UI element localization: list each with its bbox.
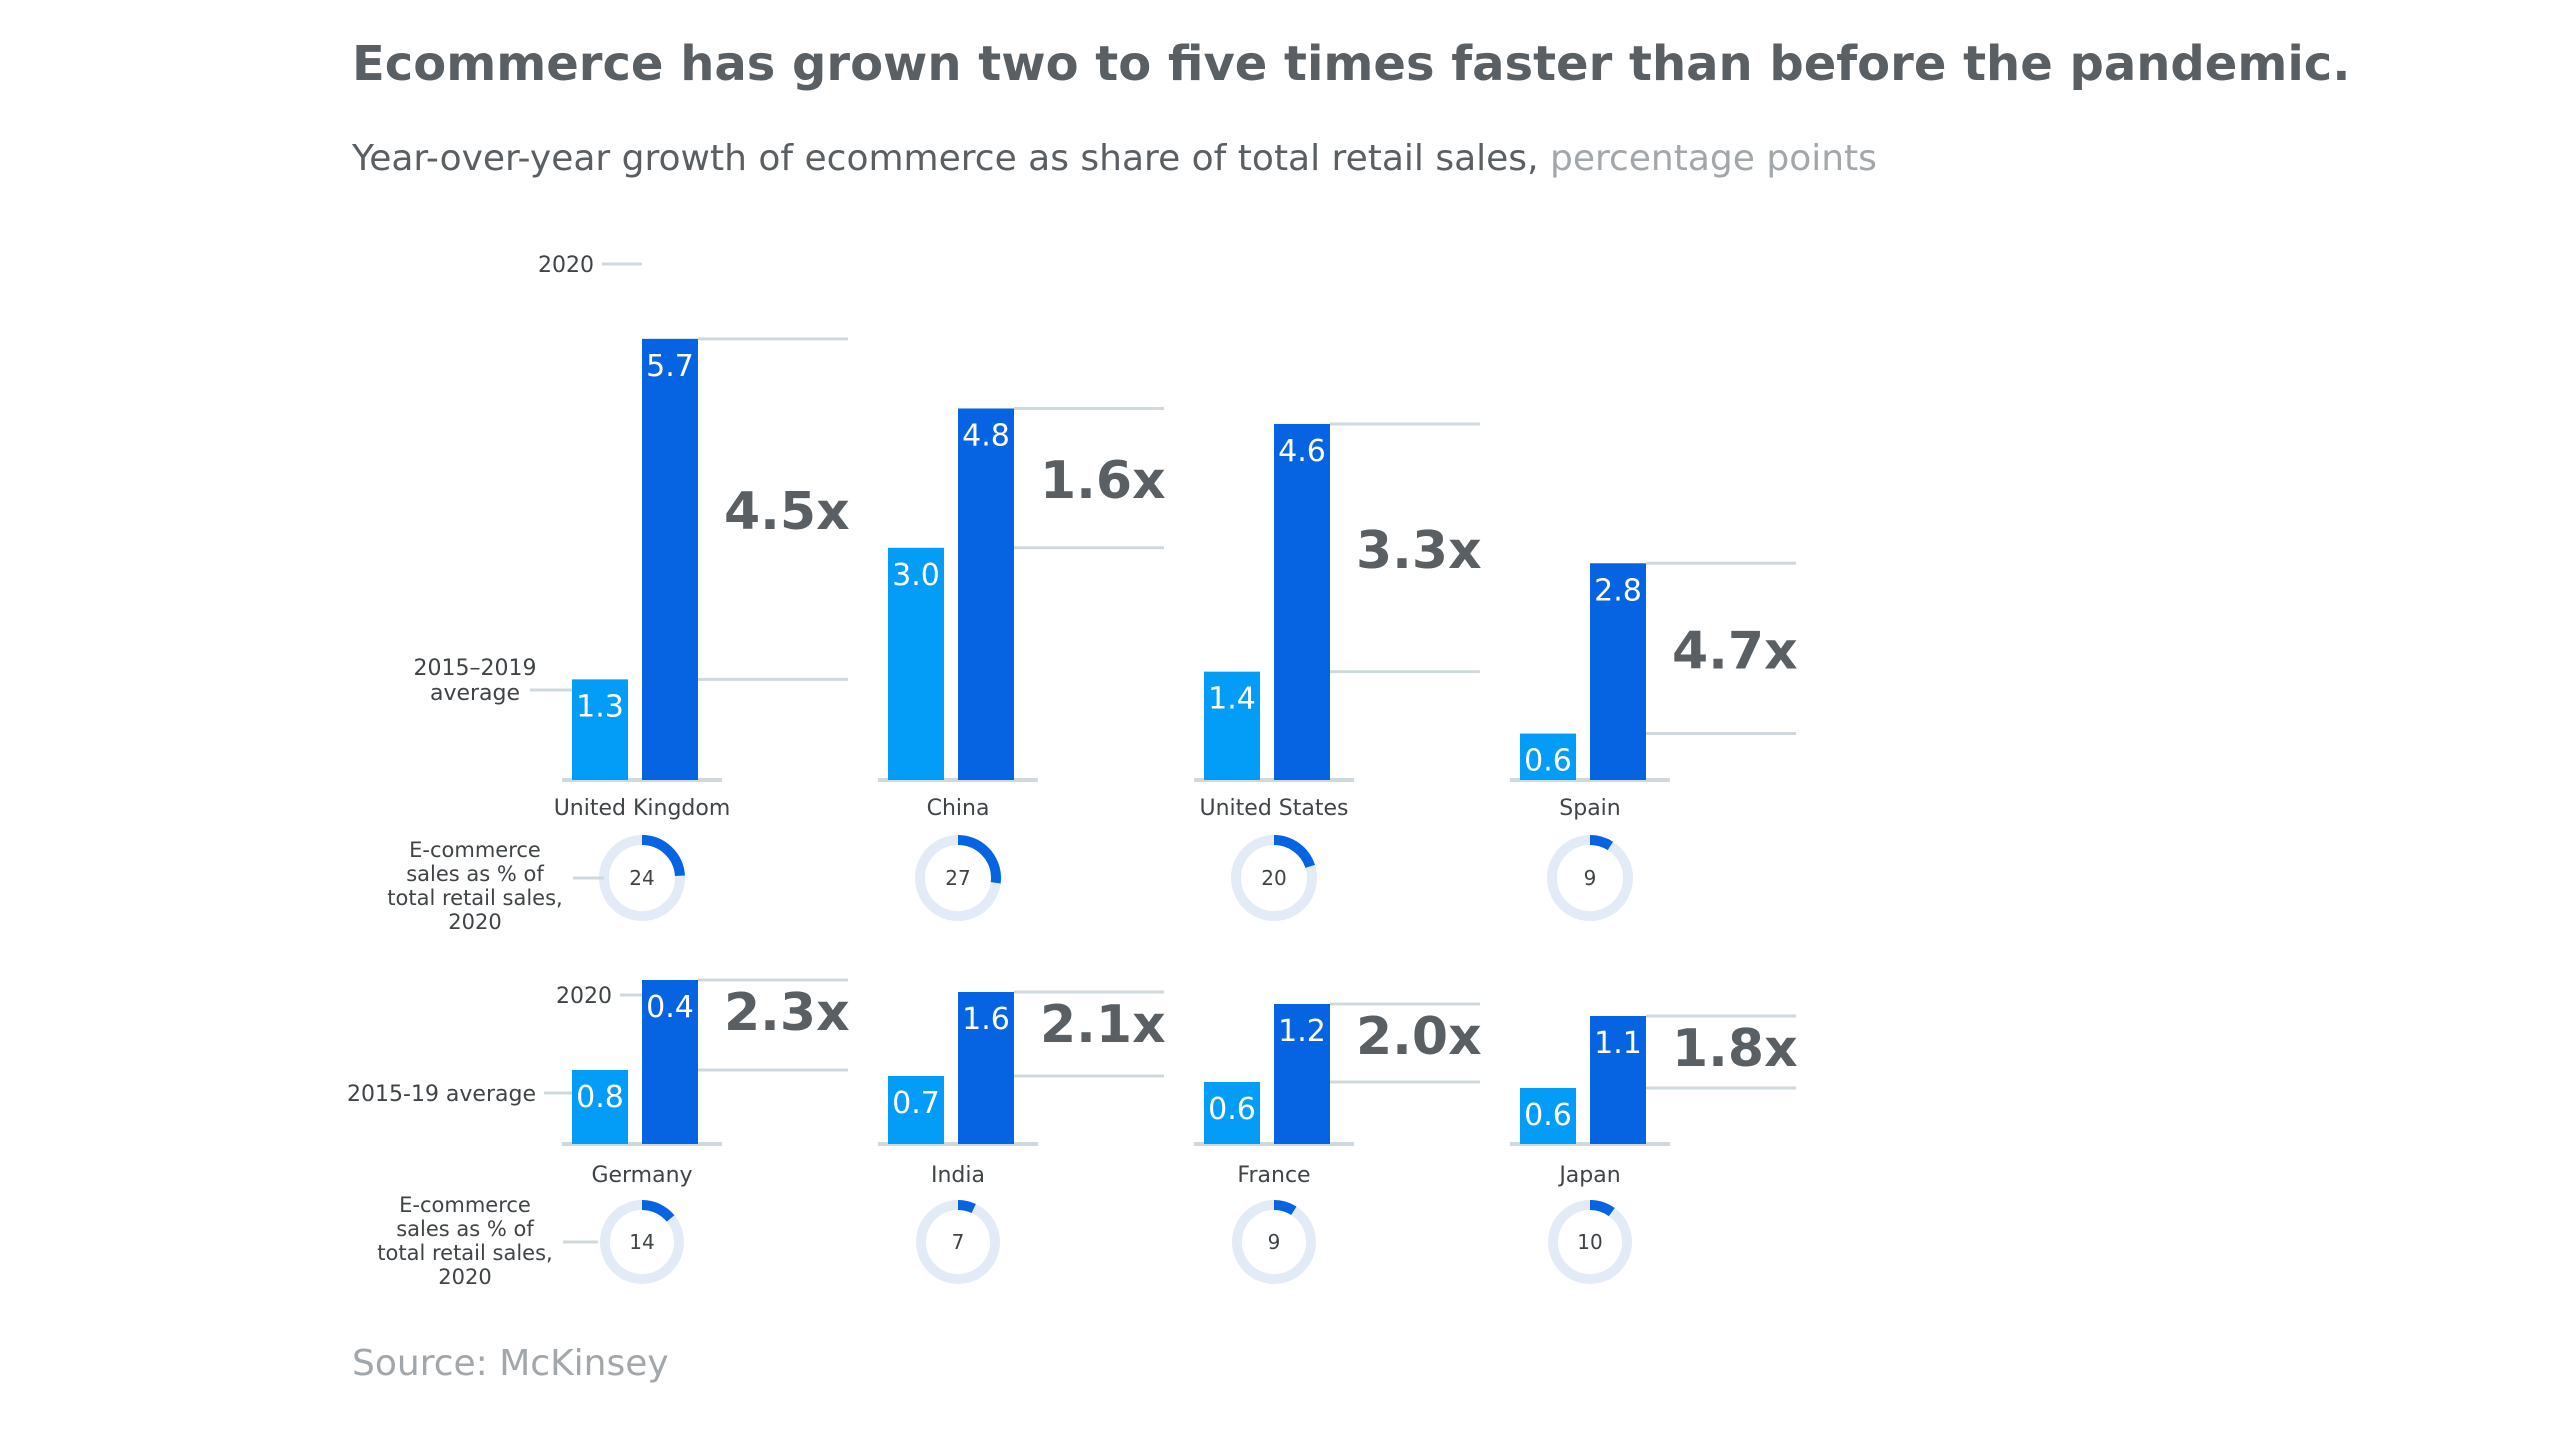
legend-label-2020-row1: 2020 xyxy=(538,253,594,278)
country-label-united-kingdom: United Kingdom xyxy=(554,796,731,821)
legend-label-avg-row2: 2015-19 average xyxy=(347,1082,536,1107)
value-label-2020-japan: 1.1 xyxy=(1594,1026,1642,1061)
legend-label-2020-row2: 2020 xyxy=(556,984,612,1009)
country-label-china: China xyxy=(927,796,990,821)
bar-avg-spain xyxy=(1520,733,1576,780)
bar-2020-united-kingdom xyxy=(642,338,698,780)
donut-value-germany: 14 xyxy=(629,1230,654,1254)
multiplier-japan: 1.8x xyxy=(1672,1019,1798,1079)
country-label-india: India xyxy=(931,1163,985,1188)
value-label-avg-china: 3.0 xyxy=(892,558,940,593)
donut-caption-row1-line1: E-commerce xyxy=(409,838,541,862)
country-label-germany: Germany xyxy=(591,1163,692,1188)
value-label-avg-india: 0.7 xyxy=(892,1086,940,1121)
bar-2020-india xyxy=(958,992,1014,1144)
bar-avg-france xyxy=(1204,1082,1260,1144)
country-label-spain: Spain xyxy=(1559,796,1620,821)
donut-fill-united-kingdom xyxy=(599,835,685,921)
value-label-avg-france: 0.6 xyxy=(1208,1092,1256,1127)
donut-caption-row1-line3: total retail sales, xyxy=(387,886,562,910)
bar-avg-united-states xyxy=(1204,671,1260,780)
source-note: Source: McKinsey xyxy=(352,1343,669,1384)
value-label-2020-spain: 2.8 xyxy=(1594,573,1642,608)
bar-avg-china xyxy=(888,547,944,780)
value-label-avg-spain: 0.6 xyxy=(1524,744,1572,779)
multiplier-china: 1.6x xyxy=(1040,451,1166,511)
multiplier-germany: 2.3x xyxy=(724,983,850,1043)
donut-fill-germany xyxy=(600,1200,684,1284)
donut-fill-france xyxy=(1232,1200,1316,1284)
value-label-2020-china: 4.8 xyxy=(962,418,1010,453)
bar-2020-china xyxy=(958,408,1014,780)
donut-value-india: 7 xyxy=(952,1230,965,1254)
bar-2020-germany xyxy=(642,980,698,1144)
donut-fill-spain xyxy=(1547,835,1633,921)
value-label-2020-germany: 0.4 xyxy=(646,990,694,1025)
value-label-avg-germany: 0.8 xyxy=(576,1080,624,1115)
multiplier-united-states: 3.3x xyxy=(1356,521,1482,581)
bar-2020-japan xyxy=(1590,1016,1646,1144)
subtitle-text: Year-over-year growth of ecommerce as sh… xyxy=(352,138,1539,179)
value-label-2020-france: 1.2 xyxy=(1278,1014,1326,1049)
country-label-united-states: United States xyxy=(1200,796,1349,821)
multiplier-france: 2.0x xyxy=(1356,1007,1482,1067)
country-label-japan: Japan xyxy=(1557,1163,1620,1188)
bar-avg-japan xyxy=(1520,1088,1576,1144)
donut-fill-india xyxy=(916,1200,1000,1284)
donut-value-united-states: 20 xyxy=(1261,866,1286,890)
value-label-avg-japan: 0.6 xyxy=(1524,1098,1572,1133)
donut-caption-row1-line4: 2020 xyxy=(448,910,501,934)
value-label-avg-united-states: 1.4 xyxy=(1208,682,1256,717)
donut-fill-united-states xyxy=(1231,835,1317,921)
donut-value-china: 27 xyxy=(945,866,970,890)
multiplier-india: 2.1x xyxy=(1040,995,1166,1055)
bar-2020-united-states xyxy=(1274,423,1330,780)
donut-value-france: 9 xyxy=(1268,1230,1281,1254)
donut-caption-row2-line1: E-commerce xyxy=(399,1193,531,1217)
chart-title: Ecommerce has grown two to five times fa… xyxy=(352,36,2351,92)
donut-value-united-kingdom: 24 xyxy=(629,866,654,890)
donut-caption-row1-line2: sales as % of xyxy=(406,862,544,886)
value-label-2020-india: 1.6 xyxy=(962,1002,1010,1037)
chart-subtitle: Year-over-year growth of ecommerce as sh… xyxy=(352,138,1877,179)
subtitle-unit: percentage points xyxy=(1549,138,1877,179)
bar-avg-germany xyxy=(572,1070,628,1144)
donut-caption-row2-line3: total retail sales, xyxy=(377,1241,552,1265)
value-label-2020-united-states: 4.6 xyxy=(1278,434,1326,469)
bar-avg-united-kingdom xyxy=(572,679,628,780)
bar-2020-france xyxy=(1274,1004,1330,1144)
bar-avg-india xyxy=(888,1076,944,1144)
value-label-2020-united-kingdom: 5.7 xyxy=(646,349,694,384)
legend-label-avg-row1: 2015–2019 xyxy=(414,656,537,681)
value-label-avg-united-kingdom: 1.3 xyxy=(576,689,624,724)
bar-2020-spain xyxy=(1590,563,1646,780)
donut-fill-china xyxy=(915,835,1001,921)
donut-value-japan: 10 xyxy=(1577,1230,1602,1254)
multiplier-united-kingdom: 4.5x xyxy=(724,482,850,542)
donut-value-spain: 9 xyxy=(1584,866,1597,890)
country-label-france: France xyxy=(1237,1163,1310,1188)
donut-fill-japan xyxy=(1548,1200,1632,1284)
donut-caption-row2-line4: 2020 xyxy=(438,1265,491,1289)
multiplier-spain: 4.7x xyxy=(1672,621,1798,681)
legend-label-avg-row1-line2: average xyxy=(430,681,520,706)
donut-caption-row2-line2: sales as % of xyxy=(396,1217,534,1241)
